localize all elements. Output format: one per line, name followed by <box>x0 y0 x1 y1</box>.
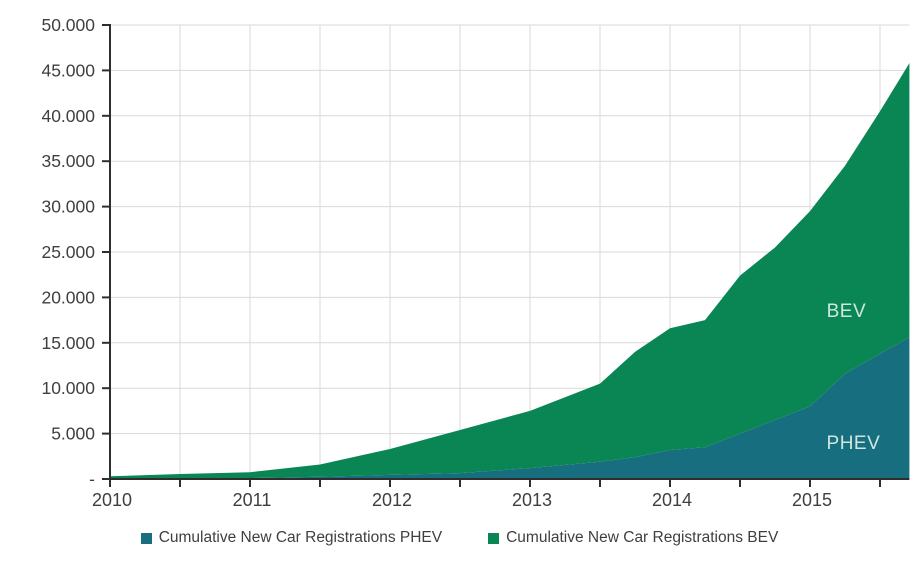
x-axis-tick-label: 2012 <box>372 490 412 510</box>
y-axis-tick-label: 5.000 <box>51 424 95 444</box>
y-axis-tick-label: 45.000 <box>41 60 95 80</box>
x-axis-tick-label: 2015 <box>792 490 832 510</box>
y-axis-tick-label: 35.000 <box>41 151 95 171</box>
x-axis-tick-label: 2010 <box>92 490 132 510</box>
legend-item-bev: Cumulative New Car Registrations BEV <box>488 529 778 547</box>
x-axis-tick-label: 2013 <box>512 490 552 510</box>
legend-label-phev: Cumulative New Car Registrations PHEV <box>158 529 443 546</box>
bev-area-label: BEV <box>826 300 867 322</box>
x-axis-tick-label: 2014 <box>652 490 692 510</box>
bev-legend-swatch-icon <box>488 532 500 544</box>
y-axis-tick-label: 20.000 <box>41 287 95 307</box>
phev-area-label: PHEV <box>826 433 881 455</box>
y-axis-tick-label: 10.000 <box>41 378 95 398</box>
y-axis-tick-label: 25.000 <box>41 242 95 262</box>
legend-item-phev: Cumulative New Car Registrations PHEV <box>140 529 443 547</box>
area-phev <box>110 337 910 479</box>
y-axis-tick-label: 50.000 <box>41 15 95 35</box>
legend: Cumulative New Car Registrations PHEV Cu… <box>0 529 919 547</box>
y-axis-tick-label: 30.000 <box>41 197 95 217</box>
x-axis-tick-label: 2011 <box>233 490 272 510</box>
y-axis-tick-label: 15.000 <box>41 333 95 353</box>
legend-label-bev: Cumulative New Car Registrations BEV <box>506 529 779 546</box>
y-axis-tick-label: - <box>89 469 95 489</box>
y-axis-tick-label: 40.000 <box>41 106 95 126</box>
area-bev <box>110 63 910 479</box>
phev-legend-swatch-icon <box>140 532 152 544</box>
